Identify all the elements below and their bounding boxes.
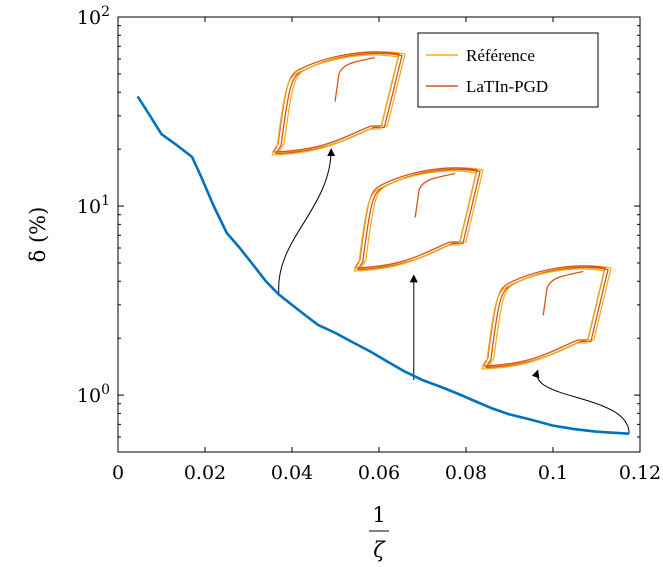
data-series (136, 95, 630, 435)
x-tick-label: 0.04 (271, 462, 313, 484)
legend-label-reference: Référence (466, 46, 535, 65)
x-tick-label: 0.08 (445, 462, 487, 484)
x-tick-label: 0.12 (619, 462, 661, 484)
y-tick-label: 102 (77, 4, 110, 29)
y-tick-label: 100 (77, 382, 110, 407)
y-tick-label: 101 (77, 193, 110, 218)
hysteresis-inset (481, 265, 612, 370)
hysteresis-insets (271, 51, 612, 370)
x-axis-label-numerator: 1 (372, 503, 385, 527)
hysteresis-inset (271, 51, 406, 156)
x-tick-label: 0 (112, 462, 124, 484)
x-tick-label: 0.06 (358, 462, 400, 484)
x-axis-label: 1 ζ (369, 503, 389, 562)
annotation-arrow (278, 148, 336, 295)
legend: Référence LaTIn-PGD (417, 32, 599, 108)
y-axis-label: δ (%) (26, 207, 50, 263)
annotation-arrow (531, 369, 630, 434)
series-line (136, 95, 630, 435)
legend-box (417, 32, 599, 108)
x-tick-label: 0.1 (538, 462, 568, 484)
annotation-arrows (278, 148, 630, 434)
legend-label-latin-pgd: LaTIn-PGD (466, 77, 548, 96)
axis-ticks: 0 0.02 0.04 0.06 0.08 0.1 0.12 100 101 102 (77, 4, 661, 484)
hysteresis-inset (353, 167, 484, 272)
x-axis-label-denominator: ζ (373, 538, 386, 562)
x-tick-label: 0.02 (184, 462, 226, 484)
